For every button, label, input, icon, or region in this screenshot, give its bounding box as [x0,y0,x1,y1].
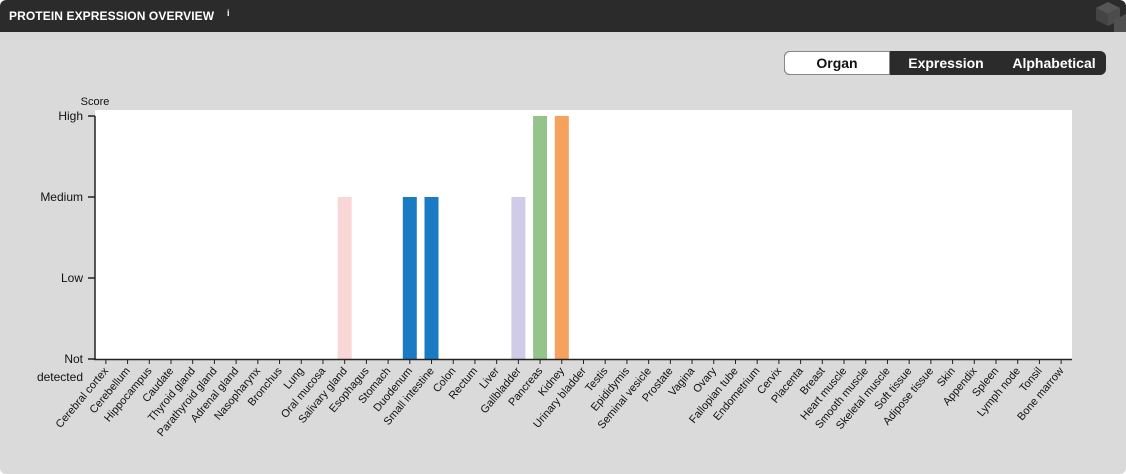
toggle-alphabetical-button[interactable]: Alphabetical [1012,55,1096,71]
y-axis-title: Score [81,96,110,108]
corner-cubes-icon [1096,2,1126,32]
view-toggle: Organ Expression Alphabetical [784,51,1106,75]
bar[interactable] [554,116,569,359]
bar[interactable] [424,197,439,359]
bar[interactable] [402,197,417,359]
y-tick-label: High [58,109,83,123]
bar[interactable] [511,197,526,359]
bars-group [337,116,569,359]
y-tick-label: detected [37,370,83,384]
y-ticks-group: Not detected Low Medium High [37,109,95,384]
toggle-organ-button[interactable]: Organ [784,51,890,75]
y-tick-label: Medium [40,190,83,204]
bar[interactable] [337,197,352,359]
info-icon[interactable]: i [227,8,230,18]
plot-area [95,110,1072,360]
panel-title: PROTEIN EXPRESSION OVERVIEW [9,9,215,23]
x-ticks-group: Cerebral cortexCerebellumHippocampusCaud… [54,359,1066,439]
toggle-expression-button[interactable]: Expression [908,55,984,71]
y-tick-label: Not [64,352,83,366]
y-tick-label: Low [61,271,83,285]
bar[interactable] [533,116,548,359]
panel-header: PROTEIN EXPRESSION OVERVIEW i [0,0,1126,32]
